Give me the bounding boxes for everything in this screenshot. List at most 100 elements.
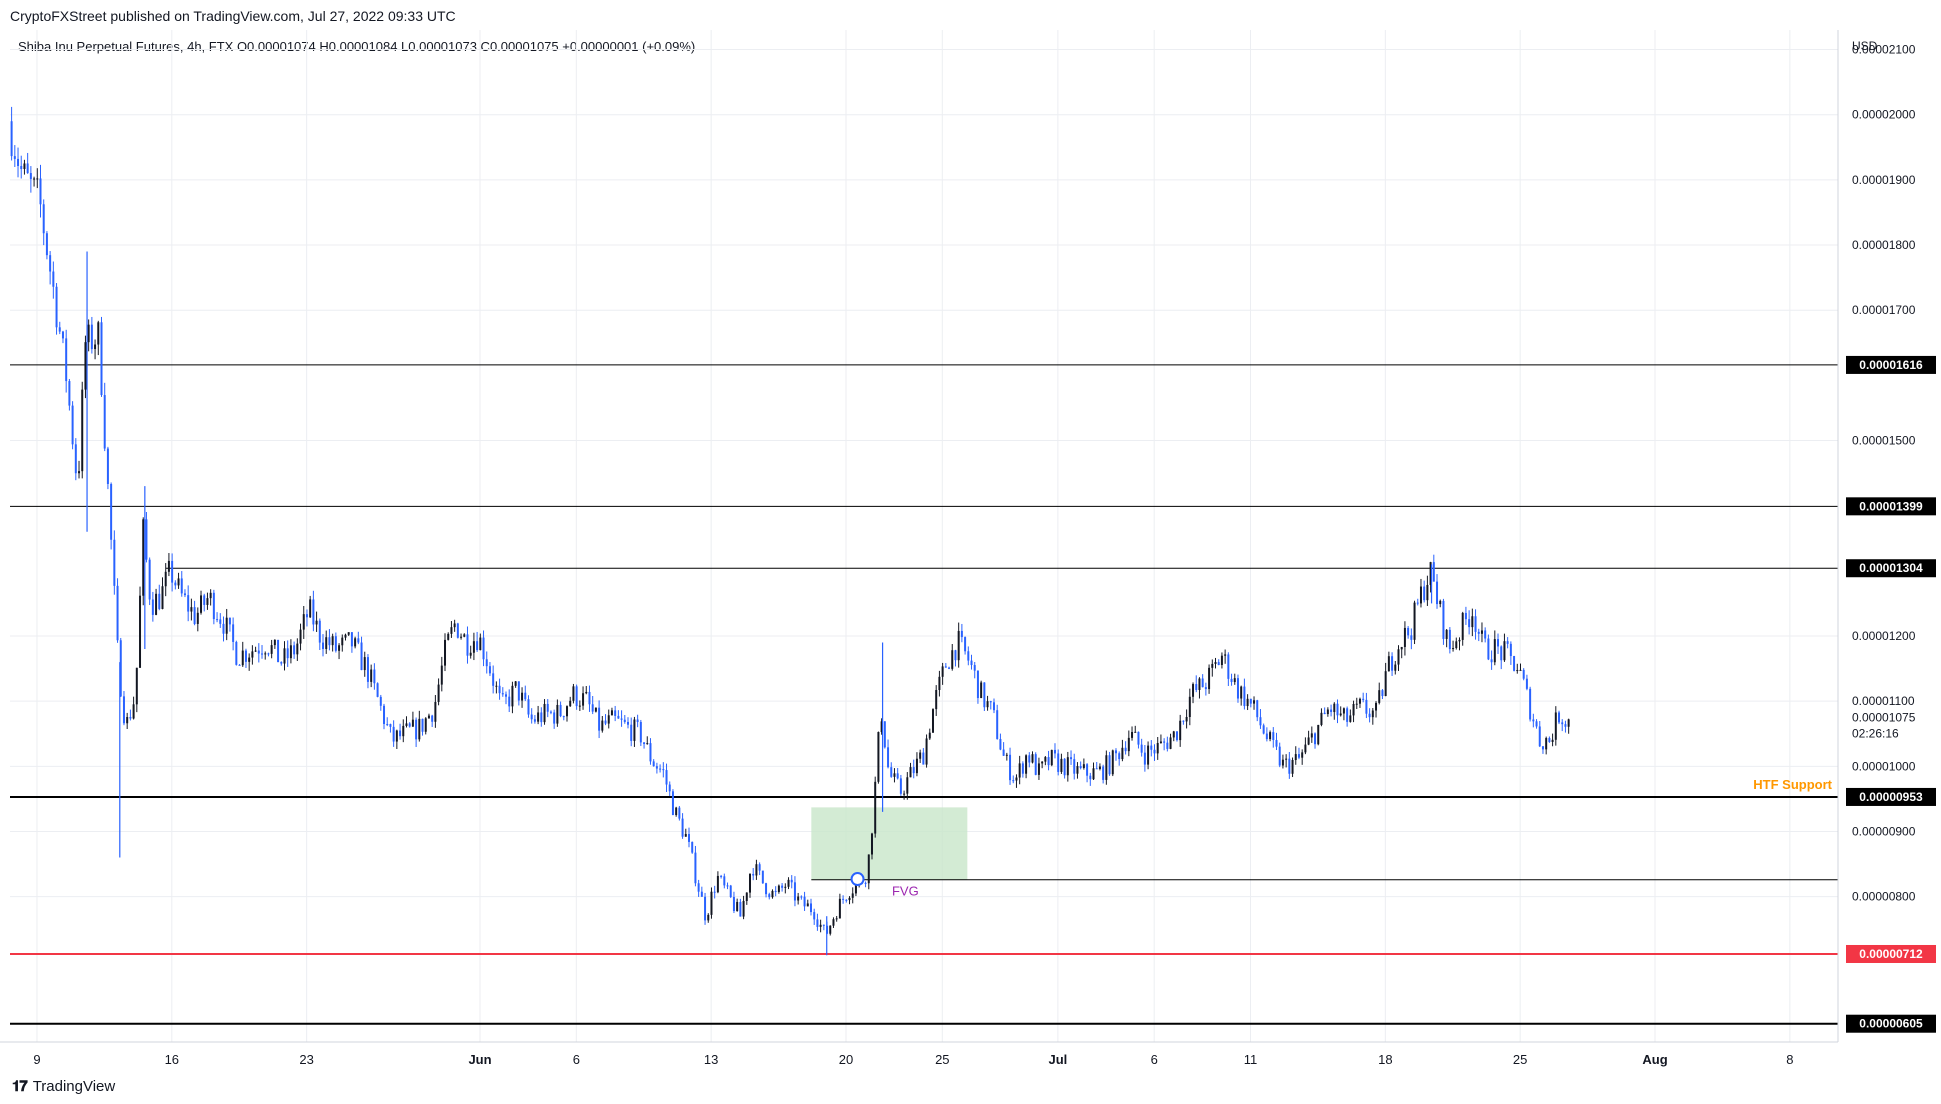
candle-body [1204,687,1207,690]
candle-body [713,891,716,893]
candle-body [431,715,434,722]
candle-body [1047,757,1050,766]
candle-body [29,173,32,179]
candle-body [1053,749,1056,754]
candle-body [1500,646,1503,661]
candle-body [662,769,665,771]
htf-support-label: HTF Support [1753,777,1832,792]
fvg-rectangle [811,807,968,880]
level-price-tag [1846,355,1936,374]
candle-body [232,624,235,642]
candle-body [732,896,735,911]
candle-body [1217,662,1220,665]
candle-body [177,578,180,586]
candle-body [1262,725,1265,734]
tradingview-brand[interactable]: 𝟏𝟕 TradingView [12,1078,115,1095]
price-tick-label: 0.00001500 [1852,434,1916,448]
candle-body [617,715,620,719]
candle-body [627,721,630,725]
horizontal-levels [10,364,1838,1025]
candle-body [781,885,784,888]
candle-body [935,689,938,710]
candle-body [1275,740,1278,747]
candle-body [1516,670,1519,672]
candle-body [1179,720,1182,741]
candle-body [710,891,713,915]
candle-body [476,641,479,651]
candle-body [646,743,649,745]
candle-body [1522,669,1525,679]
candle-body [10,121,13,157]
candle-body [158,593,161,609]
candle-body [1381,690,1384,697]
candle-body [671,791,674,816]
candle-body [1259,717,1262,726]
candle-body [293,645,296,655]
candle-body [1208,667,1211,690]
candle-body [1439,600,1442,605]
candle-body [129,717,132,719]
candle-body [1188,696,1191,717]
candle-body [1436,581,1439,605]
candle-body [106,448,109,484]
candle-body [1519,669,1522,671]
candle-body [1137,731,1140,745]
candle-body [877,732,880,782]
candle-body [373,669,376,684]
candle-body [1031,754,1034,763]
candle-body [870,833,873,855]
candle-body [498,685,501,694]
candle-body [867,854,870,884]
candle-body [1452,648,1455,650]
candle-body [533,719,536,722]
candle-body [1185,716,1188,722]
candle-body [299,629,302,644]
candle-body [964,637,967,652]
candle-body [607,715,610,724]
candle-body [1525,678,1528,689]
fvg-fill-marker [850,872,865,887]
candle-body [1288,758,1291,774]
candle-body [1561,722,1564,725]
candle-body [1567,719,1570,727]
candle-body [1310,733,1313,738]
candle-body [1480,630,1483,634]
candle-body [1397,649,1400,665]
candle-body [742,900,745,917]
candle-body [1227,654,1230,679]
candle-body [572,686,575,701]
candle-body [1490,659,1493,663]
candle-body [277,639,280,663]
candle-body [1050,749,1053,766]
candle-body [241,650,244,666]
price-tick-label: 0.00001200 [1852,629,1916,643]
candle-body [363,657,366,671]
time-tick-label: 8 [1786,1052,1793,1067]
candle-body [562,716,565,718]
candle-body [925,738,928,765]
candle-body [793,882,796,901]
candle-body [784,886,787,888]
candle-body [1195,684,1198,690]
level-price-tag-label: 0.00001616 [1859,358,1923,372]
candle-body [976,670,979,699]
candle-body [944,666,947,668]
candle-body [1105,755,1108,780]
candle-body [665,770,668,785]
candle-body [601,720,604,731]
candle-body [1041,761,1044,764]
candle-body [803,896,806,907]
candle-body [816,919,819,927]
candle-body [193,607,196,624]
candle-body [81,389,84,472]
candle-body [591,704,594,712]
time-tick-label: 20 [839,1052,853,1067]
candle-body [1163,741,1166,743]
candle-body [729,885,732,897]
candle-body [209,592,212,599]
candle-body [704,896,707,921]
candle-body [1034,754,1037,775]
candle-body [280,662,283,664]
candle-body [1410,635,1413,640]
